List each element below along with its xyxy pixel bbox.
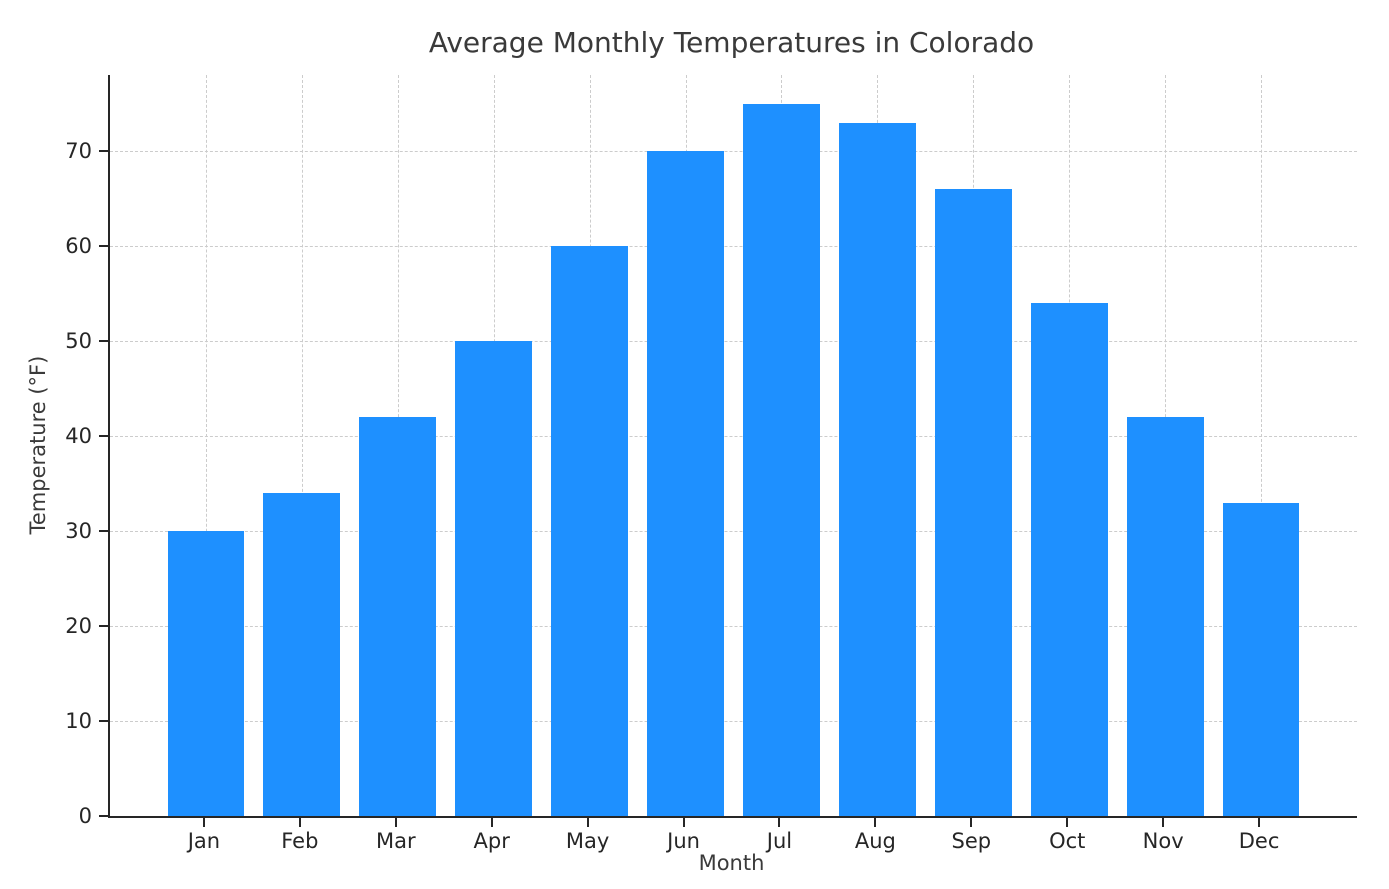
x-tick [394,818,397,827]
y-tick-label: 60 [65,234,92,258]
plot-area [108,75,1357,818]
y-tick [99,150,108,152]
y-tick [99,340,108,342]
bar-jan [167,531,245,816]
horizontal-gridline [110,341,1357,342]
x-tick [586,818,589,827]
bar-dec [1222,502,1300,816]
y-tick [99,625,108,627]
x-tick [298,818,301,827]
horizontal-gridline [110,246,1357,247]
bar-jun [647,151,724,816]
x-tick [970,818,973,827]
horizontal-gridline [110,151,1357,152]
x-tick [1258,818,1261,827]
y-tick-label: 10 [65,709,92,733]
x-tick [778,818,781,827]
y-tick [99,435,108,437]
horizontal-gridline [110,531,1357,532]
y-tick-label: 20 [65,614,92,638]
chart-title: Average Monthly Temperatures in Colorado [428,26,1035,59]
y-tick [99,245,108,247]
horizontal-gridline [110,436,1357,437]
x-tick-label: Aug [854,829,896,853]
x-tick-label: Jul [766,829,793,853]
x-tick-label: Jan [187,829,221,853]
x-tick [1066,818,1069,827]
x-tick [202,818,205,827]
x-tick [874,818,877,827]
x-tick-label: Oct [1049,829,1086,853]
bar-mar [359,417,437,816]
y-tick-label: 70 [65,139,92,163]
y-tick-label: 30 [65,519,92,543]
vertical-gridline [301,75,303,816]
x-tick-label: Dec [1238,829,1280,853]
bar-apr [455,341,533,816]
x-tick-label: May [565,829,610,853]
y-tick-label: 0 [78,804,92,828]
y-tick [99,720,108,722]
horizontal-gridline [110,721,1357,722]
x-tick-label: Sep [951,829,992,853]
horizontal-gridline [110,626,1357,627]
bar-jul [743,103,820,816]
x-tick [490,818,493,827]
bar-oct [1030,303,1108,816]
x-tick-label: Jun [667,829,700,853]
x-tick-label: Apr [473,829,510,853]
x-tick [1162,818,1165,827]
bar-aug [839,122,916,816]
x-tick-label: Feb [281,829,319,853]
x-tick-label: Mar [375,829,416,853]
y-tick [99,530,108,532]
x-axis-label: Month [698,851,765,875]
y-tick-label: 40 [65,424,92,448]
bar-sep [934,189,1012,816]
vertical-gridline [205,75,207,816]
bar-may [551,246,628,816]
x-tick-label: Nov [1142,829,1184,853]
y-tick [99,815,108,817]
bar-feb [263,493,341,816]
y-tick-label: 50 [65,329,92,353]
x-tick [682,818,685,827]
bar-nov [1126,417,1204,816]
vertical-gridline [1261,75,1263,816]
